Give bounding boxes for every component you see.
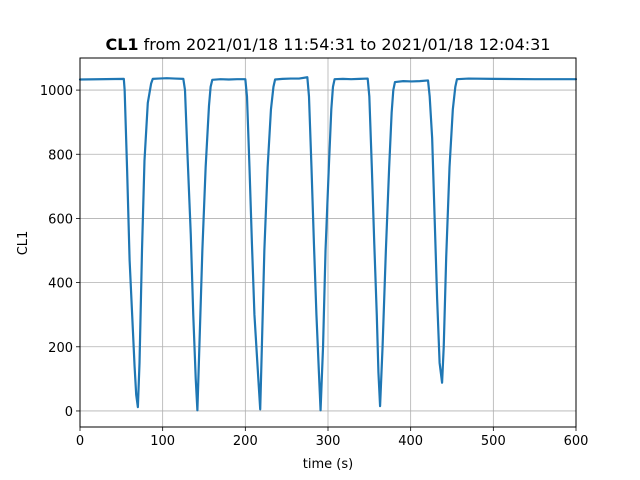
y-axis-label: CL1 bbox=[16, 231, 31, 256]
x-tick-label: 500 bbox=[481, 434, 506, 449]
chart-title-rest: from 2021/01/18 11:54:31 to 2021/01/18 1… bbox=[139, 35, 551, 54]
x-axis-label: time (s) bbox=[303, 457, 353, 472]
y-tick-label: 800 bbox=[48, 148, 73, 163]
plot-frame bbox=[79, 57, 577, 428]
x-tick-label: 100 bbox=[150, 434, 175, 449]
series-line bbox=[78, 76, 578, 412]
grid-lines bbox=[79, 58, 577, 427]
plot-series bbox=[78, 76, 578, 412]
y-axis: 0 200 400 600 800 1000 bbox=[40, 84, 80, 420]
x-tick-label: 200 bbox=[233, 434, 258, 449]
chart-title-bold: CL1 bbox=[105, 35, 138, 54]
x-tick-label: 300 bbox=[316, 434, 341, 449]
y-tick-label: 1000 bbox=[40, 84, 73, 99]
y-tick-label: 0 bbox=[65, 405, 73, 420]
x-tick-label: 400 bbox=[398, 434, 423, 449]
y-tick-label: 200 bbox=[48, 341, 73, 356]
y-tick-label: 400 bbox=[48, 277, 73, 292]
y-tick-label: 600 bbox=[48, 212, 73, 227]
chart-title: CL1 from 2021/01/18 11:54:31 to 2021/01/… bbox=[105, 35, 550, 54]
x-tick-label: 600 bbox=[564, 434, 589, 449]
x-axis: 0 100 200 300 400 500 600 bbox=[76, 427, 589, 449]
x-tick-label: 0 bbox=[76, 434, 84, 449]
